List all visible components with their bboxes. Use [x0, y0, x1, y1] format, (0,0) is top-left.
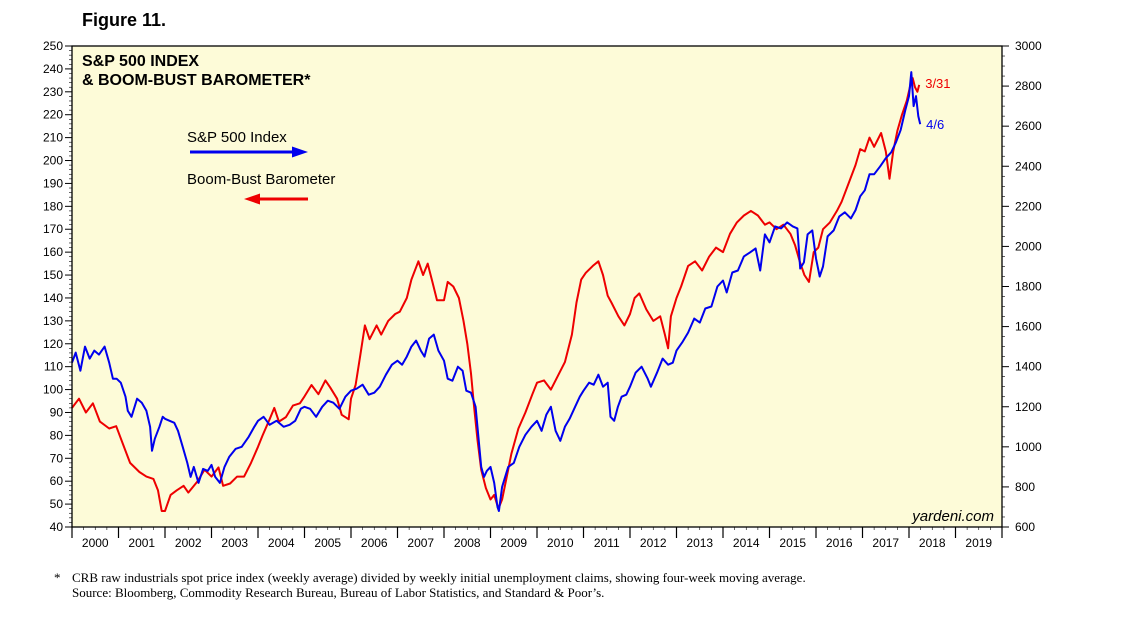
x-tick-label: 2019 [965, 536, 992, 550]
x-tick-label: 2007 [407, 536, 434, 550]
legend-arrow-right-icon [190, 146, 308, 158]
x-tick-label: 2013 [686, 536, 713, 550]
x-tick-label: 2010 [547, 536, 574, 550]
axis-ticks: 40 50 60 70 80 90 100 110 120 130 140 150 160 170 180 1… [43, 39, 1042, 550]
y-left-tick-label: 230 [43, 85, 63, 99]
y-left-tick-label: 190 [43, 176, 63, 190]
chart: 40 50 60 70 80 90 100 110 120 130 140 150 160 170 180 1… [43, 39, 1042, 550]
plot-background [72, 46, 1002, 527]
x-tick-label: 2018 [919, 536, 946, 550]
chart-title-line-2: & BOOM-BUST BAROMETER* [82, 72, 311, 89]
y-left-tick-label: 140 [43, 291, 63, 305]
x-tick-label: 2017 [872, 536, 899, 550]
y-right-tick-label: 2800 [1015, 79, 1042, 93]
plot-frame [71, 45, 1003, 528]
legend-label-sp500: S&P 500 Index [187, 129, 287, 146]
x-tick-label: 2000 [82, 536, 109, 550]
figure-label: Figure 11. [82, 10, 167, 30]
y-right-tick-label: 800 [1015, 480, 1035, 494]
legend-arrow-head [292, 146, 308, 158]
y-right-tick-label: 1600 [1015, 320, 1042, 334]
y-right-tick-label: 1800 [1015, 280, 1042, 294]
x-tick-label: 2002 [175, 536, 202, 550]
legend-arrow-head [244, 193, 260, 205]
y-right-tick-label: 3000 [1015, 39, 1042, 53]
y-left-tick-label: 110 [44, 360, 63, 374]
y-right-tick-label: 2000 [1015, 239, 1042, 253]
y-left-tick-label: 100 [43, 383, 63, 397]
legend-arrow-left-icon [244, 193, 308, 205]
y-left-tick-label: 180 [43, 199, 63, 213]
legend-label-barometer: Boom-Bust Barometer [187, 171, 335, 188]
y-left-tick-label: 220 [43, 108, 63, 122]
y-left-tick-label: 70 [50, 451, 64, 465]
y-left-tick-label: 210 [43, 131, 63, 145]
x-tick-label: 2006 [361, 536, 388, 550]
x-tick-label: 2011 [594, 536, 620, 550]
y-left-tick-label: 130 [43, 314, 63, 328]
y-left-tick-label: 200 [43, 154, 63, 168]
y-left-tick-label: 240 [43, 62, 63, 76]
y-right-tick-label: 2400 [1015, 159, 1042, 173]
y-left-tick-label: 40 [50, 520, 64, 534]
series-lines [71, 71, 922, 512]
y-left-tick-label: 90 [50, 405, 64, 419]
y-left-tick-label: 150 [43, 268, 63, 282]
x-tick-label: 2009 [500, 536, 527, 550]
footnote-text: CRB raw industrials spot price index (we… [72, 570, 806, 585]
y-left-tick-label: 50 [50, 497, 64, 511]
footnote-source: Source: Bloomberg, Commodity Research Bu… [72, 585, 605, 600]
x-tick-label: 2014 [733, 536, 760, 550]
y-right-tick-label: 600 [1015, 520, 1035, 534]
y-left-tick-label: 60 [50, 474, 64, 488]
series-line-barometer [71, 77, 921, 512]
y-left-tick-label: 120 [43, 337, 63, 351]
x-tick-label: 2008 [454, 536, 481, 550]
footnote: * CRB raw industrials spot price index (w… [54, 570, 806, 600]
y-right-tick-label: 1200 [1015, 400, 1042, 414]
x-tick-label: 2016 [826, 536, 853, 550]
x-tick-label: 2003 [221, 536, 248, 550]
watermark: yardeni.com [911, 508, 994, 525]
x-tick-label: 2005 [314, 536, 341, 550]
x-tick-label: 2001 [128, 536, 155, 550]
footnote-marker: * [54, 570, 61, 585]
annotation-sp500-date: 4/6 [926, 117, 944, 132]
y-left-tick-label: 80 [50, 428, 64, 442]
y-right-tick-label: 2600 [1015, 119, 1042, 133]
y-left-tick-label: 250 [43, 39, 63, 53]
x-tick-label: 2012 [640, 536, 667, 550]
x-tick-label: 2015 [779, 536, 806, 550]
annotation-barometer-date: 3/31 [925, 76, 950, 91]
y-right-tick-label: 2200 [1015, 199, 1042, 213]
y-left-tick-label: 170 [43, 222, 63, 236]
x-tick-label: 2004 [268, 536, 295, 550]
chart-title-line-1: S&P 500 INDEX [82, 53, 199, 70]
y-right-tick-label: 1000 [1015, 440, 1042, 454]
y-left-tick-label: 160 [43, 245, 63, 259]
series-line-sp500 [71, 71, 922, 512]
y-right-tick-label: 1400 [1015, 360, 1042, 374]
